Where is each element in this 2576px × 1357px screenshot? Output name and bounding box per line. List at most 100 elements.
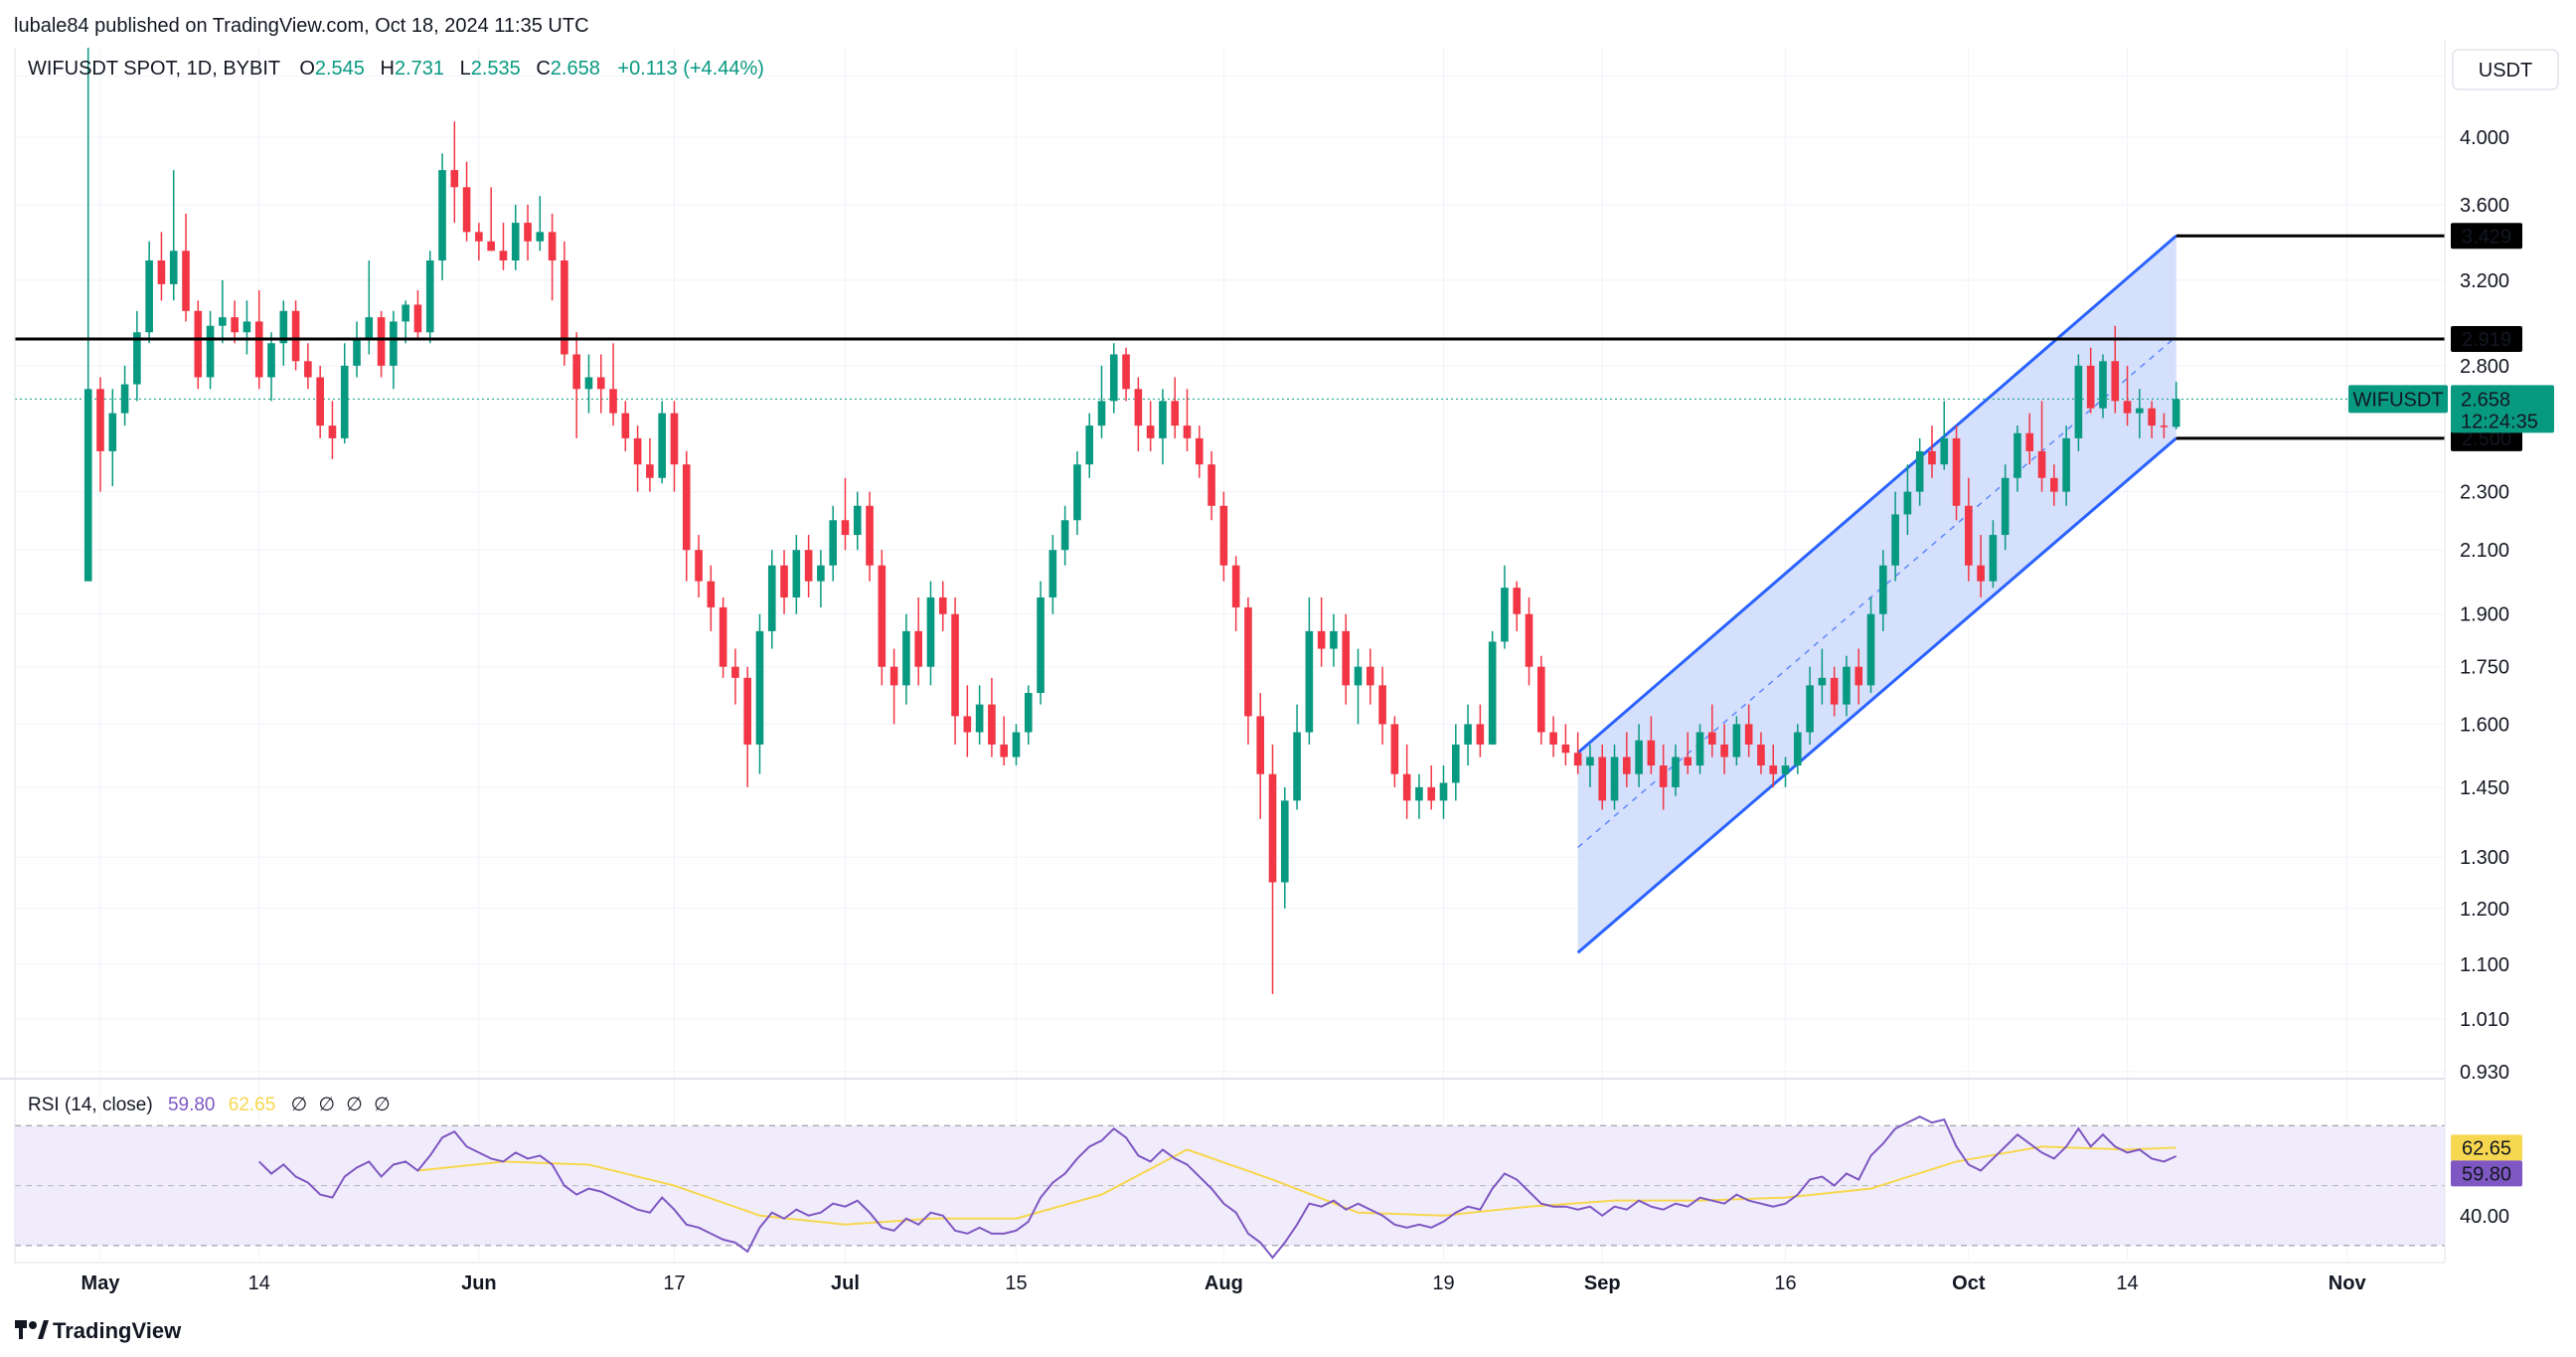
candle bbox=[291, 300, 300, 371]
candle-body bbox=[157, 260, 166, 284]
candle bbox=[1501, 565, 1509, 649]
candle bbox=[548, 213, 557, 301]
candle-body bbox=[1695, 732, 1704, 766]
candle bbox=[2136, 389, 2144, 438]
candle bbox=[353, 321, 361, 378]
candle-body bbox=[1024, 693, 1033, 733]
tradingview-logo-icon bbox=[15, 1320, 49, 1339]
candle bbox=[938, 581, 947, 631]
ohlc-h-label: H bbox=[381, 58, 395, 80]
candle-body bbox=[524, 223, 532, 242]
candle bbox=[231, 300, 239, 344]
svg-text:RSI (14, close) 59.80: RSI (14, close) 59.80 62.65 ∅ ∅ ∅ ∅ bbox=[28, 1095, 391, 1115]
candle bbox=[83, 48, 92, 582]
candle-body bbox=[475, 232, 483, 242]
candle bbox=[1464, 704, 1472, 766]
candle-body bbox=[658, 413, 666, 478]
candle-body bbox=[1501, 588, 1509, 642]
rsi-legend-glyph-2: ∅ bbox=[318, 1095, 335, 1115]
channel-lower-line[interactable] bbox=[1576, 436, 2177, 954]
candle-body bbox=[1843, 666, 1851, 705]
rsi-pane[interactable]: RSI (14, close) 59.80 62.65 ∅ ∅ ∅ ∅ bbox=[15, 1095, 2445, 1260]
candle bbox=[878, 550, 886, 686]
rsi-value-tag-text: 59.80 bbox=[2462, 1163, 2511, 1185]
price-tick-label: 1.600 bbox=[2460, 714, 2509, 736]
candle-body bbox=[1439, 782, 1448, 801]
candle bbox=[963, 685, 972, 758]
candle-body bbox=[2025, 432, 2034, 451]
candle bbox=[1757, 732, 1765, 774]
level-price-tag-box bbox=[2451, 223, 2522, 250]
candle-body bbox=[2086, 365, 2095, 409]
candle bbox=[377, 310, 386, 378]
candle bbox=[2172, 381, 2180, 429]
candle-body bbox=[1977, 565, 1985, 582]
time-axis[interactable]: May 14 Jun 17 Jul 15 Aug 19 Sep 16 Oct 14 Nov bbox=[81, 1272, 2367, 1294]
candle bbox=[2062, 425, 2070, 506]
candle bbox=[402, 300, 409, 344]
candle-body bbox=[841, 520, 850, 536]
candle bbox=[1330, 613, 1338, 667]
candle bbox=[1989, 520, 1998, 589]
candle bbox=[2025, 413, 2034, 465]
candle bbox=[1293, 704, 1301, 810]
candle bbox=[2037, 401, 2046, 492]
candle-body bbox=[1171, 401, 1180, 426]
rsi-ma-tag-box bbox=[2451, 1134, 2522, 1161]
candle-body bbox=[889, 666, 898, 686]
candle bbox=[1525, 596, 1533, 686]
candle bbox=[524, 204, 532, 261]
rsi-legend-glyph-3: ∅ bbox=[346, 1095, 363, 1115]
candle-body bbox=[1293, 732, 1301, 801]
candle bbox=[1171, 377, 1180, 438]
candle-body bbox=[2123, 401, 2132, 414]
candle bbox=[1280, 786, 1289, 909]
price-pane[interactable] bbox=[15, 48, 2445, 1261]
candle bbox=[889, 648, 898, 725]
candle bbox=[242, 300, 251, 355]
price-tick-label: 1.450 bbox=[2460, 777, 2509, 799]
price-axis[interactable]: 4.4004.0003.6003.2002.8002.3002.1001.900… bbox=[2460, 67, 2509, 1084]
currency-button[interactable]: USDT bbox=[2452, 49, 2559, 90]
candle bbox=[866, 491, 874, 582]
rsi-axis[interactable]: 40.00 62.65 59.80 bbox=[2451, 1134, 2522, 1228]
candle bbox=[1219, 491, 1228, 582]
candle bbox=[1635, 724, 1643, 787]
rsi-ma-tag: 62.65 bbox=[2451, 1134, 2522, 1161]
footer-brand[interactable]: TradingView bbox=[15, 1318, 182, 1343]
candle bbox=[792, 535, 801, 614]
channel-upper-line[interactable] bbox=[1576, 235, 2177, 755]
ohlc-o-label: O bbox=[299, 58, 315, 80]
candle-body bbox=[1647, 740, 1656, 766]
candle-body bbox=[1598, 757, 1607, 801]
candle-body bbox=[194, 310, 203, 378]
candle-body bbox=[231, 317, 239, 333]
candle bbox=[1830, 666, 1839, 717]
candle bbox=[1354, 648, 1363, 725]
candle bbox=[841, 477, 850, 551]
candle-body bbox=[206, 325, 215, 378]
price-tick-label: 3.200 bbox=[2460, 270, 2509, 292]
candle bbox=[829, 505, 837, 582]
candle-body bbox=[291, 310, 300, 362]
candle bbox=[1268, 744, 1277, 994]
candle-body bbox=[267, 343, 275, 378]
candle-body bbox=[2013, 432, 2021, 478]
candle-body bbox=[1952, 437, 1961, 506]
candle-body bbox=[1073, 464, 1081, 521]
candle bbox=[609, 343, 617, 426]
candle-body bbox=[1464, 724, 1472, 745]
ohlc-change: +0.113 (+4.44%) bbox=[617, 58, 764, 80]
candle bbox=[169, 170, 178, 301]
candle bbox=[462, 161, 471, 242]
candle bbox=[1684, 732, 1692, 774]
candle-body bbox=[304, 361, 312, 378]
ohlc-h-value: 2.731 bbox=[395, 58, 444, 80]
candle bbox=[1744, 704, 1753, 758]
candle-body bbox=[1244, 606, 1252, 717]
candle-body bbox=[1219, 505, 1228, 566]
candle-body bbox=[902, 630, 910, 686]
candle-body bbox=[1390, 724, 1399, 774]
candle-body bbox=[938, 596, 947, 614]
candle-body bbox=[133, 332, 141, 385]
